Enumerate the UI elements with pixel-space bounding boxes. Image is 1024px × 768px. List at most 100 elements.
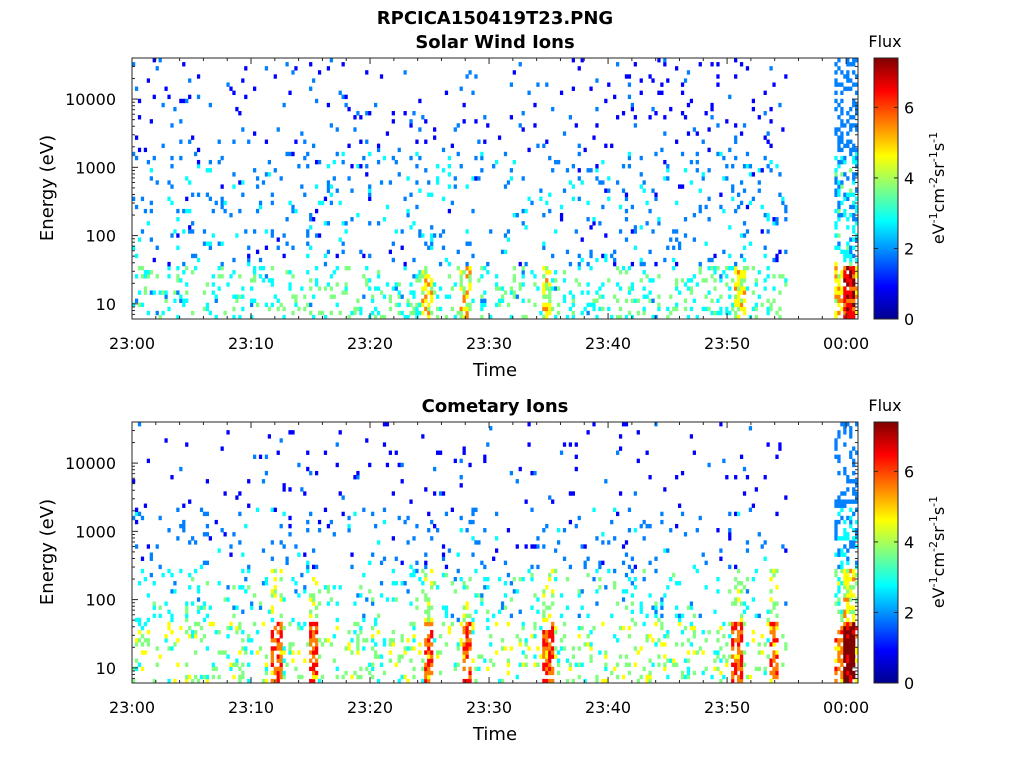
heatmap-cell (837, 638, 841, 643)
heatmap-cell (745, 265, 750, 271)
heatmap-cell (571, 184, 575, 189)
heatmap-cell (559, 613, 564, 619)
heatmap-cell (226, 82, 230, 87)
heatmap-cell (728, 621, 732, 627)
heatmap-cell (734, 621, 738, 627)
heatmap-cell (772, 621, 776, 627)
heatmap-cell (223, 208, 227, 214)
heatmap-cell (329, 597, 333, 602)
heatmap-cell (763, 253, 767, 259)
heatmap-cell (565, 168, 570, 173)
heatmap-cell (846, 601, 850, 606)
heatmap-cell (734, 155, 738, 161)
heatmap-cell (270, 634, 274, 639)
heatmap-cell (397, 172, 401, 177)
heatmap-cell (849, 609, 853, 614)
heatmap-cell (492, 556, 496, 561)
heatmap-cell (568, 306, 573, 312)
heatmap-cell (639, 184, 643, 189)
heatmap-cell (739, 200, 744, 206)
heatmap-cell (512, 159, 516, 165)
heatmap-cell (471, 176, 475, 181)
heatmap-cell (480, 151, 484, 157)
heatmap-cell (279, 634, 283, 639)
heatmap-cell (855, 58, 859, 63)
heatmap-cell (403, 70, 407, 75)
heatmap-cell (621, 164, 626, 169)
heatmap-cell (672, 265, 676, 271)
heatmap-cell (725, 164, 729, 169)
heatmap-cell (320, 674, 325, 680)
heatmap-cell (152, 290, 156, 295)
heatmap-cell (261, 678, 266, 684)
heatmap-cell (837, 241, 841, 246)
heatmap-cell (247, 638, 251, 643)
heatmap-cell (374, 650, 378, 655)
heatmap-cell (748, 172, 753, 177)
heatmap-cell (846, 650, 850, 655)
heatmap-cell (447, 172, 452, 177)
heatmap-cell (551, 621, 555, 627)
heatmap-cell (359, 164, 363, 169)
heatmap-cell (707, 127, 711, 132)
heatmap-cell (435, 314, 440, 320)
heatmap-cell (468, 306, 472, 312)
heatmap-cell (409, 621, 413, 627)
heatmap-cell (651, 278, 655, 283)
heatmap-cell (518, 609, 522, 614)
heatmap-cell (397, 290, 401, 295)
heatmap-cell (441, 168, 446, 173)
heatmap-cell (220, 650, 224, 655)
heatmap-cell (630, 556, 635, 561)
heatmap-cell (840, 568, 844, 574)
heatmap-cell (846, 274, 850, 279)
heatmap-cell (430, 629, 434, 635)
heatmap-cell (279, 568, 283, 574)
heatmap-cell (725, 475, 729, 480)
heatmap-cell (630, 286, 635, 291)
heatmap-cell (309, 217, 313, 222)
heatmap-cell (686, 605, 691, 610)
heatmap-cell (341, 94, 345, 100)
heatmap-cell (421, 233, 425, 238)
heatmap-cell (574, 466, 578, 472)
heatmap-cell (675, 306, 679, 312)
heatmap-cell (134, 507, 139, 513)
heatmap-cell (630, 314, 635, 320)
heatmap-cell (253, 593, 257, 598)
axes: 23:00 23:10 23:20 23:30 23:40 23:50 00:0010100… (65, 421, 869, 717)
heatmap-cell (412, 221, 416, 226)
heatmap-cell (312, 646, 316, 651)
heatmap-cell (441, 605, 446, 610)
heatmap-cell (341, 495, 345, 500)
heatmap-cell (843, 629, 847, 635)
heatmap-cell (421, 434, 425, 439)
heatmap-cell (731, 164, 735, 169)
heatmap-cell (167, 621, 171, 627)
heatmap-cell (365, 172, 369, 177)
heatmap-cell (317, 310, 322, 316)
heatmap-cell (639, 605, 643, 610)
heatmap-cell (642, 286, 646, 291)
heatmap-cell (258, 265, 263, 271)
heatmap-cell (185, 674, 189, 680)
heatmap-cell (421, 568, 425, 574)
heatmap-cell (264, 662, 269, 667)
heatmap-cell (562, 188, 567, 193)
heatmap-cell (559, 450, 564, 455)
heatmap-cell (430, 290, 434, 295)
heatmap-cell (843, 257, 847, 263)
heatmap-cell (459, 164, 463, 169)
heatmap-cell (837, 658, 841, 663)
heatmap-cell (713, 278, 717, 283)
heatmap-cell (843, 491, 847, 496)
heatmap-cell (855, 507, 859, 513)
heatmap-cell (837, 495, 841, 500)
heatmap-cell (757, 168, 761, 173)
heatmap-cell (247, 253, 251, 259)
heatmap-cell (270, 589, 274, 594)
heatmap-cell (775, 585, 779, 590)
heatmap-cell (775, 164, 779, 169)
heatmap-cell (468, 462, 472, 468)
heatmap-cell (751, 106, 756, 112)
